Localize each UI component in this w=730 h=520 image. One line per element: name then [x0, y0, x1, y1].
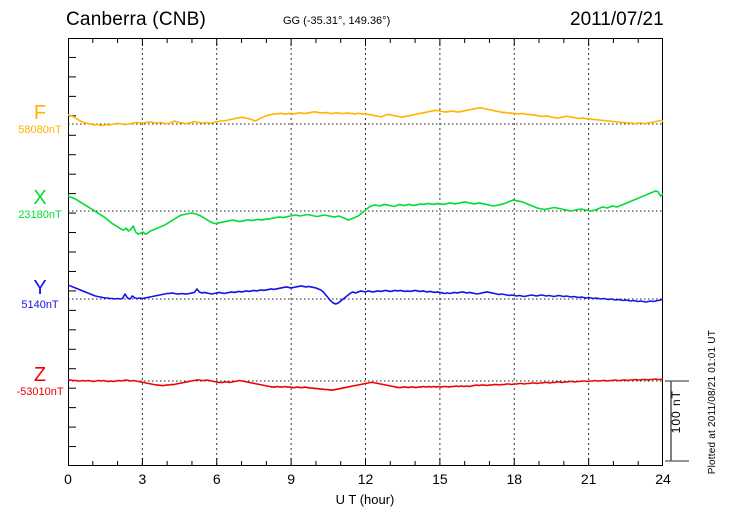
x-tick-label-12: 12	[357, 471, 374, 487]
scale-bar	[665, 380, 689, 462]
series-letter-f: F	[33, 102, 47, 124]
series-letter-y: Y	[33, 277, 47, 299]
x-tick-label-0: 0	[64, 471, 72, 487]
plotted-timestamp: Plotted at 2011/08/21 01:01 UT	[707, 330, 718, 475]
series-baseline-x: 23180nT	[18, 209, 62, 221]
trace-y	[68, 284, 663, 305]
trace-x	[68, 190, 663, 235]
series-letter-z: Z	[33, 364, 47, 386]
series-baseline-f: 58080nT	[18, 124, 62, 136]
x-tick-label-18: 18	[506, 471, 523, 487]
trace-f	[68, 107, 663, 127]
geographic-coordinates: GG (-35.31°, 149.36°)	[283, 15, 391, 27]
baseline-lines	[68, 123, 663, 382]
x-axis-ticks	[68, 38, 663, 466]
series-baseline-z: -53010nT	[16, 386, 64, 398]
page-title: Canberra (CNB)	[66, 9, 207, 30]
trace-z	[68, 378, 663, 391]
x-tick-label-21: 21	[580, 471, 597, 487]
x-tick-label-3: 3	[138, 471, 147, 487]
series-label-x: X 23180nT	[14, 188, 66, 222]
series-baseline-y: 5140nT	[21, 299, 59, 311]
x-tick-label-6: 6	[212, 471, 221, 487]
x-axis-title: U T (hour)	[335, 492, 395, 507]
scale-bar-label: 100 nT	[669, 390, 683, 434]
magnetogram-plot	[68, 38, 663, 466]
series-letter-x: X	[33, 187, 47, 209]
observation-date: 2011/07/21	[570, 9, 664, 30]
series-label-y: Y 5140nT	[14, 278, 66, 312]
x-tick-label-15: 15	[432, 471, 448, 487]
grid-lines	[141, 38, 590, 466]
series-label-f: F 58080nT	[14, 103, 66, 137]
data-traces	[68, 107, 663, 391]
x-tick-label-9: 9	[287, 471, 296, 487]
x-tick-label-24: 24	[655, 471, 671, 487]
y-axis-ticks	[68, 56, 76, 448]
series-label-z: Z -53010nT	[14, 365, 66, 399]
